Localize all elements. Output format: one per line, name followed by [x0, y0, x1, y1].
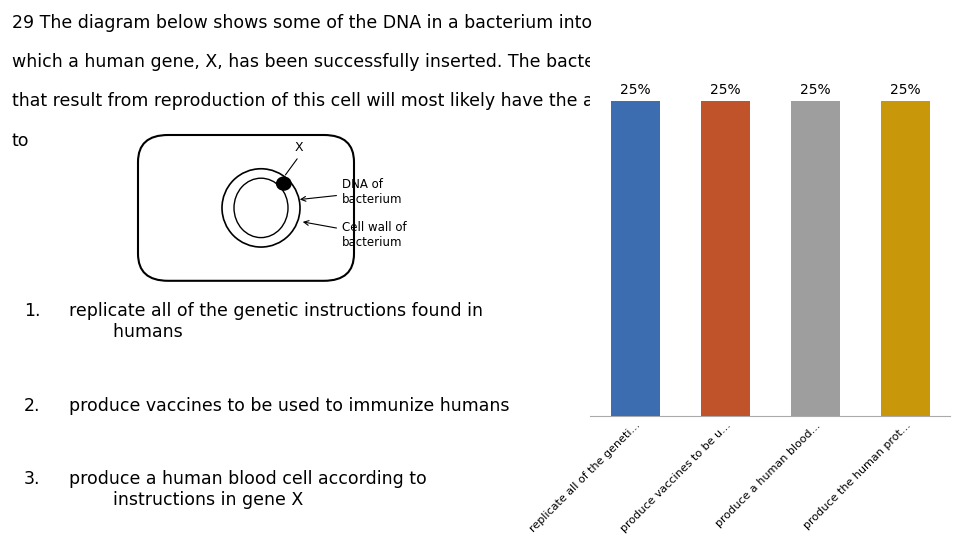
- Text: 25%: 25%: [710, 83, 741, 97]
- Text: 1.: 1.: [24, 302, 40, 320]
- Text: X: X: [295, 141, 303, 154]
- Text: 25%: 25%: [890, 83, 921, 97]
- Text: Cell wall of
bacterium: Cell wall of bacterium: [304, 221, 407, 249]
- Bar: [611, 101, 660, 416]
- Bar: [791, 101, 840, 416]
- Bar: [701, 101, 750, 416]
- Ellipse shape: [222, 168, 300, 247]
- Text: DNA of
bacterium: DNA of bacterium: [301, 178, 402, 206]
- FancyBboxPatch shape: [138, 135, 354, 281]
- Bar: [880, 101, 930, 416]
- Text: that result from reproduction of this cell will most likely have the ability: that result from reproduction of this ce…: [12, 92, 636, 110]
- Text: 3.: 3.: [24, 470, 40, 488]
- Text: which a human gene, X, has been successfully inserted. The bacteria: which a human gene, X, has been successf…: [12, 53, 617, 71]
- Text: 29 The diagram below shows some of the DNA in a bacterium into: 29 The diagram below shows some of the D…: [12, 14, 592, 31]
- Text: produce vaccines to be used to immunize humans: produce vaccines to be used to immunize …: [69, 397, 510, 415]
- Circle shape: [276, 177, 291, 190]
- Ellipse shape: [234, 178, 288, 238]
- Text: 25%: 25%: [800, 83, 830, 97]
- Text: produce a human blood cell according to
        instructions in gene X: produce a human blood cell according to …: [69, 470, 427, 509]
- Text: replicate all of the genetic instructions found in
        humans: replicate all of the genetic instruction…: [69, 302, 483, 341]
- Text: to: to: [12, 132, 30, 150]
- Text: 2.: 2.: [24, 397, 40, 415]
- Text: 25%: 25%: [620, 83, 651, 97]
